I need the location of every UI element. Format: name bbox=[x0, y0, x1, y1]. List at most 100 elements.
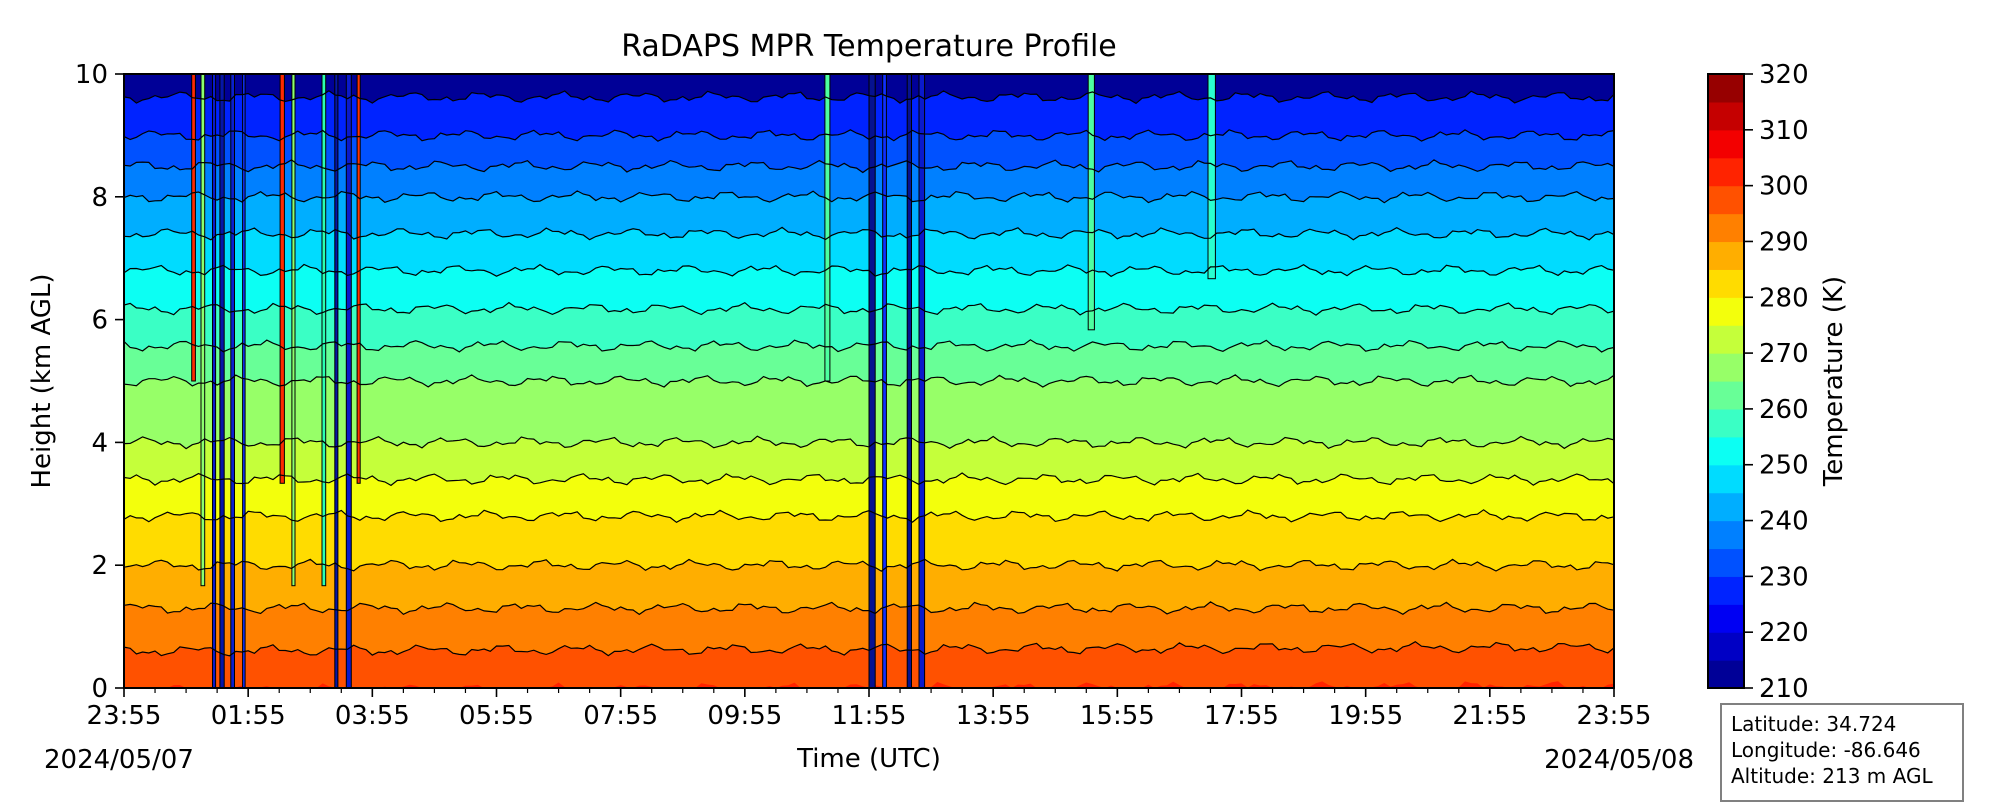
colorbar-segment-290 bbox=[1708, 213, 1744, 243]
date-start-label: 2024/05/07 bbox=[44, 745, 194, 775]
colorbar-tick-label: 300 bbox=[1759, 172, 1809, 202]
station-info-box: Latitude: 34.724 Longitude: -86.646 Alti… bbox=[1720, 703, 1964, 802]
colorbar-segment-305 bbox=[1708, 129, 1744, 159]
cloud-spike bbox=[200, 74, 206, 587]
x-tick-label: 23:55 bbox=[87, 701, 162, 731]
colorbar-segment-315 bbox=[1708, 74, 1744, 103]
contour-line-295 bbox=[124, 640, 1614, 657]
contour-line-260 bbox=[124, 339, 1614, 353]
y-tick-label: 4 bbox=[91, 428, 108, 458]
colorbar-segment-285 bbox=[1708, 241, 1744, 270]
colorbar-segment-295 bbox=[1708, 185, 1744, 215]
colorbar-segment-250 bbox=[1708, 436, 1744, 466]
colorbar-tick-label: 310 bbox=[1759, 116, 1809, 146]
y-tick-label: 6 bbox=[91, 306, 108, 336]
colorbar-segment-280 bbox=[1708, 269, 1744, 298]
x-tick-label: 05:55 bbox=[459, 701, 534, 731]
cloud-spike bbox=[321, 74, 327, 587]
x-tick-label: 01:55 bbox=[211, 701, 286, 731]
colorbar-tick-label: 270 bbox=[1759, 339, 1809, 369]
temperature-band-300 bbox=[124, 681, 1614, 688]
colorbar-segment-265 bbox=[1708, 353, 1744, 382]
colorbar-frame bbox=[1707, 73, 1745, 689]
colorbar-tick-label: 240 bbox=[1759, 507, 1809, 537]
colorbar-segment-260 bbox=[1708, 381, 1744, 410]
cloud-spike bbox=[334, 74, 339, 688]
colorbar-tick-label: 290 bbox=[1759, 227, 1809, 257]
contour-line-270 bbox=[124, 435, 1614, 450]
contour-line-280 bbox=[124, 509, 1614, 524]
colorbar-tick-label: 210 bbox=[1759, 674, 1809, 704]
x-tick-label: 21:55 bbox=[1452, 701, 1527, 731]
cloud-spike bbox=[356, 74, 361, 484]
x-tick-label: 17:55 bbox=[1204, 701, 1279, 731]
colorbar-segment-235 bbox=[1708, 520, 1744, 550]
colorbar-segment-300 bbox=[1708, 157, 1744, 187]
cloud-spike bbox=[191, 74, 196, 382]
colorbar-segment-255 bbox=[1708, 408, 1744, 438]
colorbar-segment-270 bbox=[1708, 325, 1744, 354]
cloud-spike bbox=[291, 74, 296, 587]
temperature-fill-layer bbox=[124, 74, 1614, 688]
cloud-spike bbox=[1207, 74, 1216, 280]
x-tick-label: 11:55 bbox=[832, 701, 907, 731]
y-axis: 0 2 4 6 8 10 bbox=[75, 60, 124, 704]
contour-line-290 bbox=[124, 601, 1614, 616]
longitude-text: Longitude: -86.646 bbox=[1731, 738, 1921, 762]
cloud-spike bbox=[1087, 74, 1095, 331]
colorbar-segment-310 bbox=[1708, 101, 1744, 131]
x-axis: 23:55 01:55 03:55 05:55 07:55 09:55 11:55 13:55… bbox=[87, 688, 1652, 731]
x-tick-label: 15:55 bbox=[1080, 701, 1155, 731]
colorbar-tick-label: 250 bbox=[1759, 451, 1809, 481]
cloud-spike bbox=[219, 74, 225, 688]
contour-line-230 bbox=[124, 129, 1614, 142]
contour-line-285 bbox=[124, 558, 1614, 572]
x-tick-label: 13:55 bbox=[956, 701, 1031, 731]
contour-line-255 bbox=[124, 301, 1614, 316]
colorbar-segment-275 bbox=[1708, 297, 1744, 326]
cloud-spike bbox=[345, 74, 352, 688]
cloud-spike bbox=[279, 74, 285, 484]
colorbar-segment-230 bbox=[1708, 548, 1744, 577]
y-tick-label: 8 bbox=[91, 183, 108, 213]
cloud-spike bbox=[212, 74, 217, 688]
contour-line-265 bbox=[124, 374, 1614, 388]
contour-line-240 bbox=[124, 190, 1614, 204]
contour-line-275 bbox=[124, 472, 1614, 487]
colorbar bbox=[1708, 74, 1744, 689]
y-axis-label: Height (km AGL) bbox=[27, 273, 57, 488]
colorbar-tick-label: 220 bbox=[1759, 618, 1809, 648]
colorbar-segment-220 bbox=[1708, 604, 1744, 633]
date-end-label: 2024/05/08 bbox=[1544, 745, 1694, 775]
cloud-spike bbox=[230, 74, 236, 688]
colorbar-tick-label: 320 bbox=[1759, 60, 1809, 90]
contour-lines-layer bbox=[124, 90, 1614, 657]
latitude-text: Latitude: 34.724 bbox=[1731, 712, 1897, 736]
contour-line-250 bbox=[124, 263, 1614, 278]
colorbar-tick-label: 230 bbox=[1759, 562, 1809, 592]
x-tick-label: 07:55 bbox=[583, 701, 658, 731]
colorbar-label: Temperature (K) bbox=[1819, 276, 1849, 487]
colorbar-ticks: 210 220 230 240 250 260 270 280 290 300 310 320 bbox=[1744, 60, 1809, 704]
colorbar-segment-245 bbox=[1708, 464, 1744, 494]
colorbar-tick-label: 280 bbox=[1759, 283, 1809, 313]
x-axis-label: Time (UTC) bbox=[796, 744, 941, 774]
cloud-spike bbox=[824, 74, 831, 382]
x-tick-label: 23:55 bbox=[1577, 701, 1652, 731]
contour-line-245 bbox=[124, 226, 1614, 241]
cloud-spike bbox=[906, 74, 913, 688]
chart-title: RaDAPS MPR Temperature Profile bbox=[621, 29, 1117, 64]
cloud-spike-layer bbox=[191, 74, 1216, 688]
colorbar-segment-240 bbox=[1708, 492, 1744, 522]
x-tick-label: 19:55 bbox=[1328, 701, 1403, 731]
y-tick-label: 10 bbox=[75, 60, 108, 90]
x-tick-label: 09:55 bbox=[707, 701, 782, 731]
altitude-text: Altitude: 213 m AGL bbox=[1731, 764, 1933, 788]
y-tick-label: 2 bbox=[91, 551, 108, 581]
x-tick-label: 03:55 bbox=[335, 701, 410, 731]
colorbar-segment-210 bbox=[1708, 660, 1744, 689]
colorbar-segment-225 bbox=[1708, 576, 1744, 605]
contour-line-235 bbox=[124, 159, 1614, 174]
contour-line-225 bbox=[124, 90, 1614, 105]
